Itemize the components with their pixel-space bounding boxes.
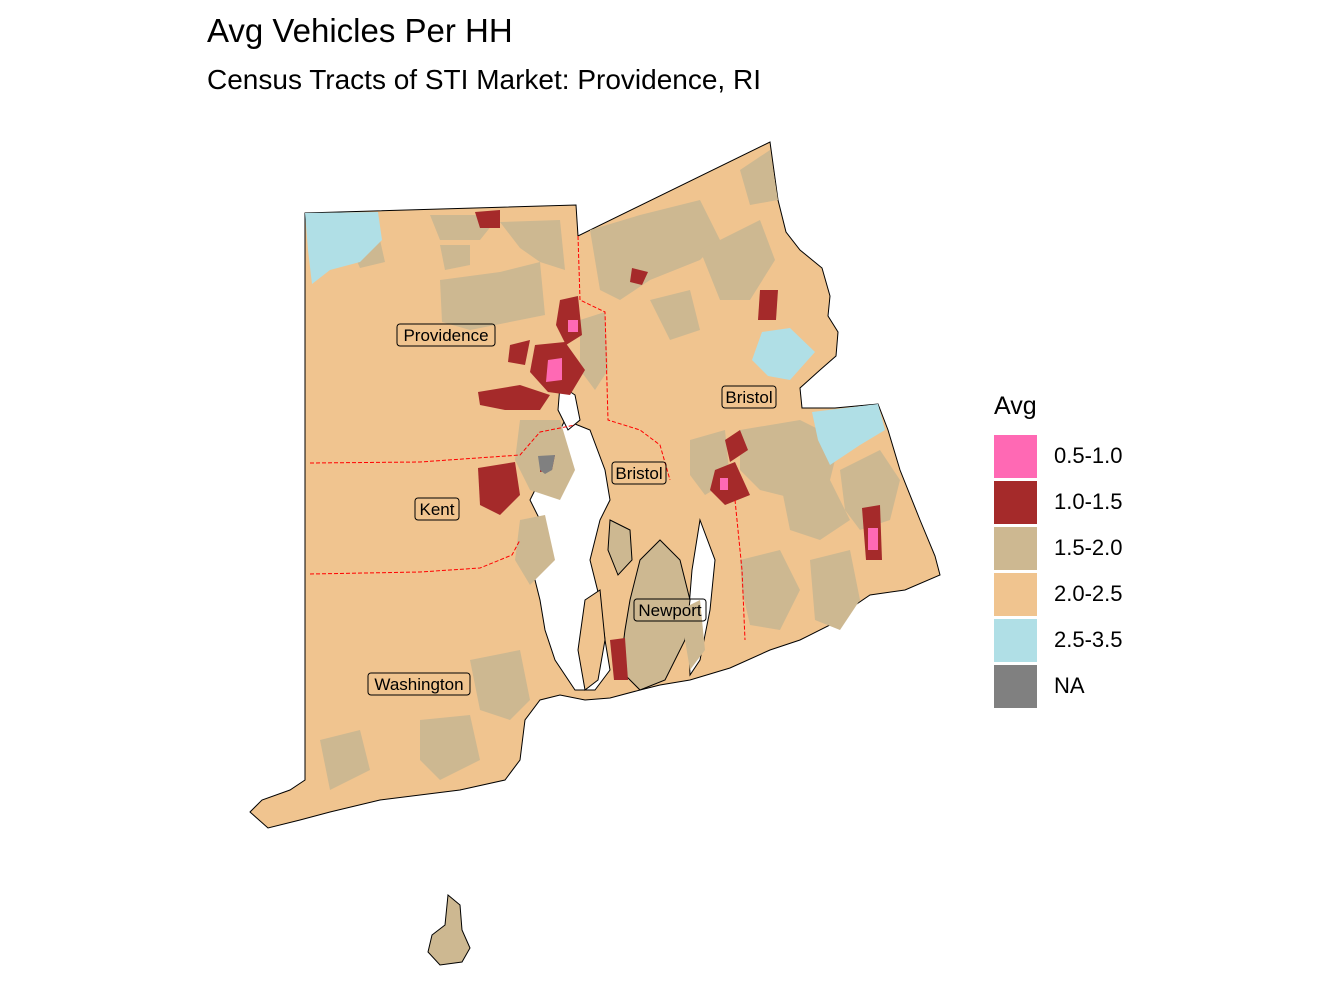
legend-item: 2.5-3.5 xyxy=(994,617,1123,663)
legend-label: 2.5-3.5 xyxy=(1054,627,1123,652)
tract-na xyxy=(538,455,555,474)
county-boundaries xyxy=(309,235,746,641)
legend-swatch xyxy=(994,434,1037,478)
county-label-washington: Washington xyxy=(367,672,471,696)
aquidneck-island xyxy=(619,539,691,691)
county-label-newport: Newport xyxy=(633,598,707,622)
legend-swatch xyxy=(994,618,1037,662)
svg-text:Providence: Providence xyxy=(403,326,488,345)
legend-swatch xyxy=(994,664,1037,708)
legend-item: 2.0-2.5 xyxy=(994,571,1123,617)
prudence-island xyxy=(607,519,633,576)
map-title: Avg Vehicles Per HH xyxy=(207,12,513,49)
tracts-1-5-to-2-0 xyxy=(320,150,900,790)
legend-item: 1.0-1.5 xyxy=(994,479,1123,525)
legend-swatch xyxy=(994,526,1037,570)
legend-swatch xyxy=(994,480,1037,524)
svg-text:Bristol: Bristol xyxy=(725,388,772,407)
legend-label: 2.0-2.5 xyxy=(1054,581,1123,606)
legend-label: 0.5-1.0 xyxy=(1054,443,1123,468)
county-label-bristol-east: Bristol xyxy=(721,385,777,409)
svg-text:Bristol: Bristol xyxy=(615,464,662,483)
county-label-providence: Providence xyxy=(396,323,496,347)
legend-label: NA xyxy=(1054,673,1085,698)
svg-text:Kent: Kent xyxy=(420,500,455,519)
legend-swatch xyxy=(994,572,1037,616)
svg-text:Washington: Washington xyxy=(374,675,463,694)
county-label-bristol: Bristol xyxy=(611,461,667,485)
tracts-0-5-to-1-0 xyxy=(546,320,878,550)
legend-item: NA xyxy=(994,663,1123,709)
county-label-kent: Kent xyxy=(414,497,460,521)
conanicut-island xyxy=(577,589,606,691)
block-island xyxy=(427,894,471,966)
tracts-2-5-to-3-5 xyxy=(305,212,885,465)
legend: Avg 0.5-1.0 1.0-1.5 1.5-2.0 2.0-2.5 2.5-… xyxy=(994,392,1123,709)
legend-item: 1.5-2.0 xyxy=(994,525,1123,571)
map-subtitle: Census Tracts of STI Market: Providence,… xyxy=(207,64,761,95)
legend-label: 1.5-2.0 xyxy=(1054,535,1123,560)
svg-text:Newport: Newport xyxy=(638,601,702,620)
legend-item: 0.5-1.0 xyxy=(994,433,1123,479)
legend-label: 1.0-1.5 xyxy=(1054,489,1123,514)
providence-river xyxy=(557,384,581,431)
legend-title: Avg xyxy=(994,392,1037,420)
